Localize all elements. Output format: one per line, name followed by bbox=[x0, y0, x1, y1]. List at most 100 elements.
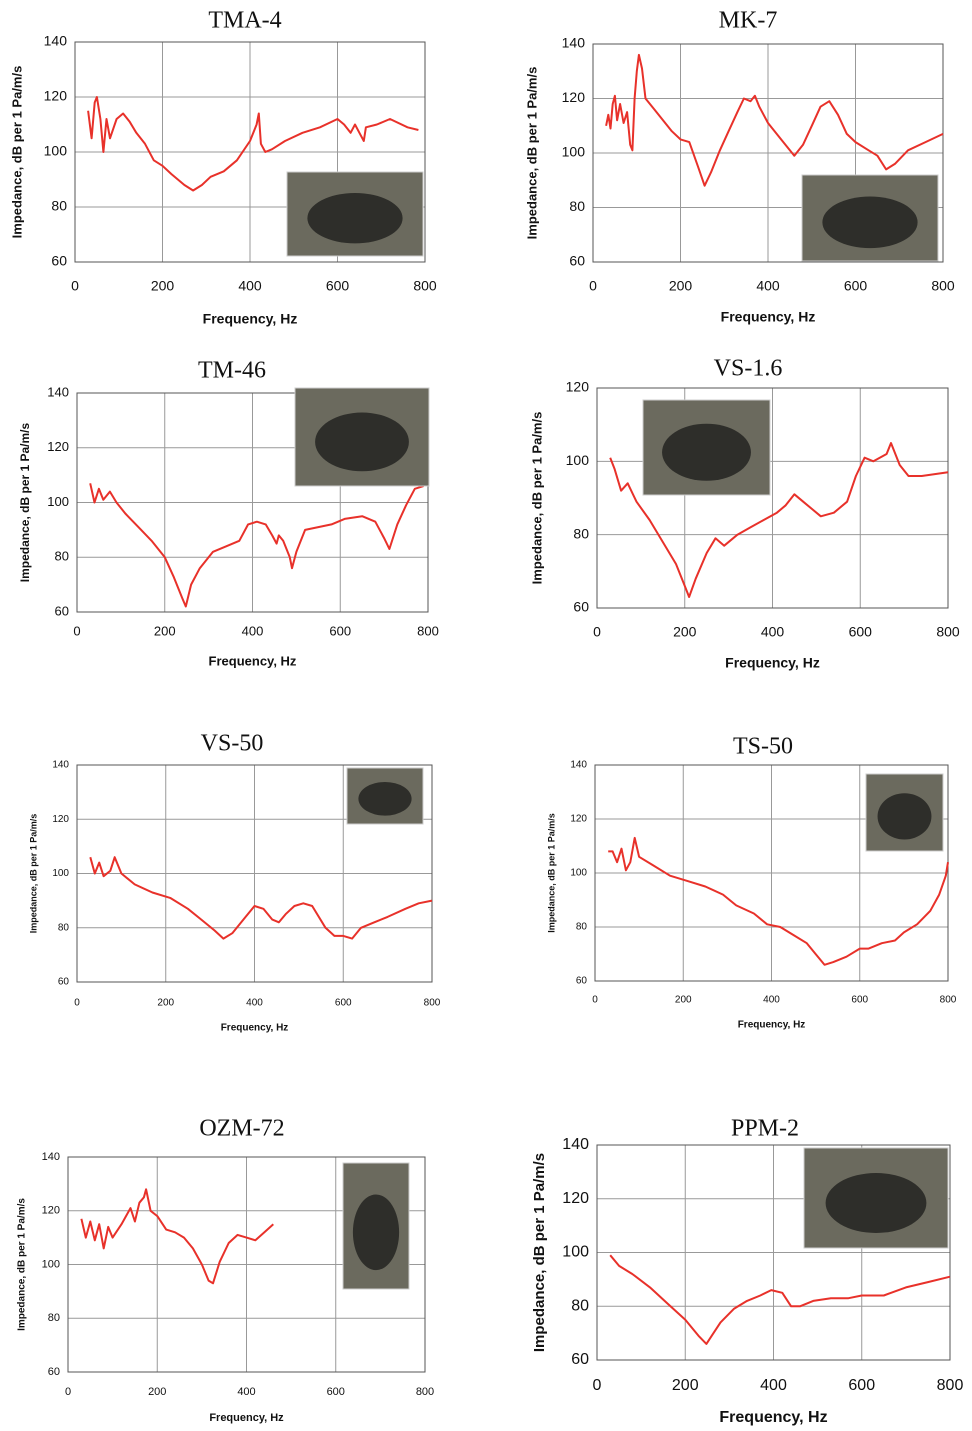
x-tick-label: 200 bbox=[672, 1377, 699, 1394]
y-axis-label: Impedance, dB per 1 Pa/m/s bbox=[18, 422, 32, 582]
x-tick-label: 400 bbox=[246, 998, 263, 1009]
x-tick-label: 0 bbox=[593, 624, 601, 640]
y-tick-label: 120 bbox=[570, 814, 587, 825]
photo-object bbox=[822, 197, 917, 249]
x-tick-label: 600 bbox=[851, 995, 868, 1006]
y-axis-label: Impedance, dB per 1 Pa/m/s bbox=[546, 813, 556, 933]
y-tick-label: 120 bbox=[42, 1205, 60, 1217]
x-tick-label: 200 bbox=[157, 998, 174, 1009]
y-tick-label: 80 bbox=[571, 1297, 589, 1314]
y-tick-label: 60 bbox=[48, 1366, 60, 1378]
y-tick-label: 140 bbox=[47, 384, 69, 399]
x-tick-label: 400 bbox=[760, 1377, 787, 1394]
photo-object bbox=[826, 1173, 927, 1233]
y-tick-label: 100 bbox=[47, 494, 69, 509]
chart-title: TM-46 bbox=[198, 358, 266, 384]
x-axis-label: Frequency, Hz bbox=[203, 311, 298, 327]
x-tick-label: 600 bbox=[326, 278, 350, 294]
x-axis-label: Frequency, Hz bbox=[221, 1023, 289, 1034]
y-tick-label: 80 bbox=[573, 525, 589, 541]
x-tick-label: 200 bbox=[148, 1386, 166, 1398]
y-tick-label: 100 bbox=[52, 868, 69, 879]
data-line bbox=[90, 857, 432, 938]
y-axis-label: Impedance, dB per 1 Pa/m/s bbox=[28, 814, 38, 934]
x-tick-label: 200 bbox=[154, 623, 176, 638]
x-tick-label: 0 bbox=[65, 1386, 71, 1398]
x-tick-label: 800 bbox=[417, 623, 439, 638]
y-tick-label: 140 bbox=[44, 33, 68, 49]
x-tick-label: 800 bbox=[937, 1377, 964, 1394]
y-tick-label: 100 bbox=[562, 144, 586, 160]
x-tick-label: 600 bbox=[844, 278, 868, 294]
y-tick-label: 60 bbox=[573, 599, 589, 615]
x-tick-label: 800 bbox=[931, 278, 955, 294]
data-line bbox=[606, 55, 943, 186]
x-tick-label: 0 bbox=[73, 623, 80, 638]
x-tick-label: 600 bbox=[848, 1377, 875, 1394]
y-tick-label: 100 bbox=[570, 868, 587, 879]
y-tick-label: 100 bbox=[566, 452, 590, 468]
data-line bbox=[90, 483, 423, 606]
data-line bbox=[81, 1189, 273, 1283]
y-tick-label: 140 bbox=[52, 760, 69, 771]
data-line bbox=[608, 838, 948, 965]
x-tick-label: 400 bbox=[756, 278, 780, 294]
x-tick-label: 400 bbox=[238, 278, 262, 294]
x-tick-label: 200 bbox=[673, 624, 697, 640]
x-tick-label: 400 bbox=[763, 995, 780, 1006]
y-tick-label: 120 bbox=[562, 1190, 589, 1207]
x-tick-label: 600 bbox=[329, 623, 351, 638]
chart-title: OZM-72 bbox=[199, 1116, 284, 1142]
photo-object bbox=[315, 413, 409, 472]
x-tick-label: 0 bbox=[593, 1377, 602, 1394]
chart-title: TMA-4 bbox=[208, 8, 281, 34]
y-axis-label: Impedance, dB per 1 Pa/m/s bbox=[531, 1153, 548, 1352]
x-tick-label: 800 bbox=[416, 1386, 434, 1398]
x-tick-label: 200 bbox=[669, 278, 693, 294]
photo-object bbox=[662, 424, 751, 481]
y-tick-label: 120 bbox=[47, 439, 69, 454]
y-tick-label: 80 bbox=[569, 198, 585, 214]
x-tick-label: 600 bbox=[335, 998, 352, 1009]
x-axis-label: Frequency, Hz bbox=[725, 655, 820, 671]
data-line bbox=[610, 1255, 950, 1344]
y-tick-label: 120 bbox=[52, 814, 69, 825]
y-tick-label: 120 bbox=[562, 89, 586, 105]
y-tick-label: 60 bbox=[51, 253, 67, 269]
y-axis-label: Impedance, dB per 1 Pa/m/s bbox=[529, 412, 544, 585]
x-axis-label: Frequency, Hz bbox=[721, 309, 816, 325]
y-tick-label: 100 bbox=[42, 1258, 60, 1270]
y-tick-label: 140 bbox=[562, 1136, 589, 1153]
y-tick-label: 100 bbox=[44, 143, 68, 159]
y-tick-label: 60 bbox=[571, 1351, 589, 1368]
x-tick-label: 0 bbox=[592, 995, 598, 1006]
y-tick-label: 80 bbox=[48, 1312, 60, 1324]
x-tick-label: 800 bbox=[424, 998, 441, 1009]
y-tick-label: 120 bbox=[566, 379, 590, 395]
x-tick-label: 800 bbox=[413, 278, 437, 294]
y-tick-label: 60 bbox=[55, 603, 69, 618]
photo-object bbox=[878, 793, 932, 839]
chart-title: VS-1.6 bbox=[714, 356, 783, 382]
x-tick-label: 200 bbox=[675, 995, 692, 1006]
y-tick-label: 80 bbox=[51, 198, 67, 214]
y-axis-label: Impedance, dB per 1 Pa/m/s bbox=[524, 67, 539, 240]
photo-object bbox=[307, 193, 402, 243]
x-tick-label: 400 bbox=[242, 623, 264, 638]
chart: TM-4660801001201400200400600800Frequency… bbox=[18, 358, 439, 669]
y-axis-label: Impedance, dB per 1 Pa/m/s bbox=[17, 1198, 28, 1331]
y-tick-label: 60 bbox=[58, 977, 70, 988]
chart-title: TS-50 bbox=[733, 734, 793, 760]
photo-object bbox=[358, 782, 411, 816]
x-tick-label: 0 bbox=[74, 998, 80, 1009]
y-tick-label: 80 bbox=[58, 922, 70, 933]
x-tick-label: 0 bbox=[71, 278, 79, 294]
y-tick-label: 60 bbox=[569, 253, 585, 269]
